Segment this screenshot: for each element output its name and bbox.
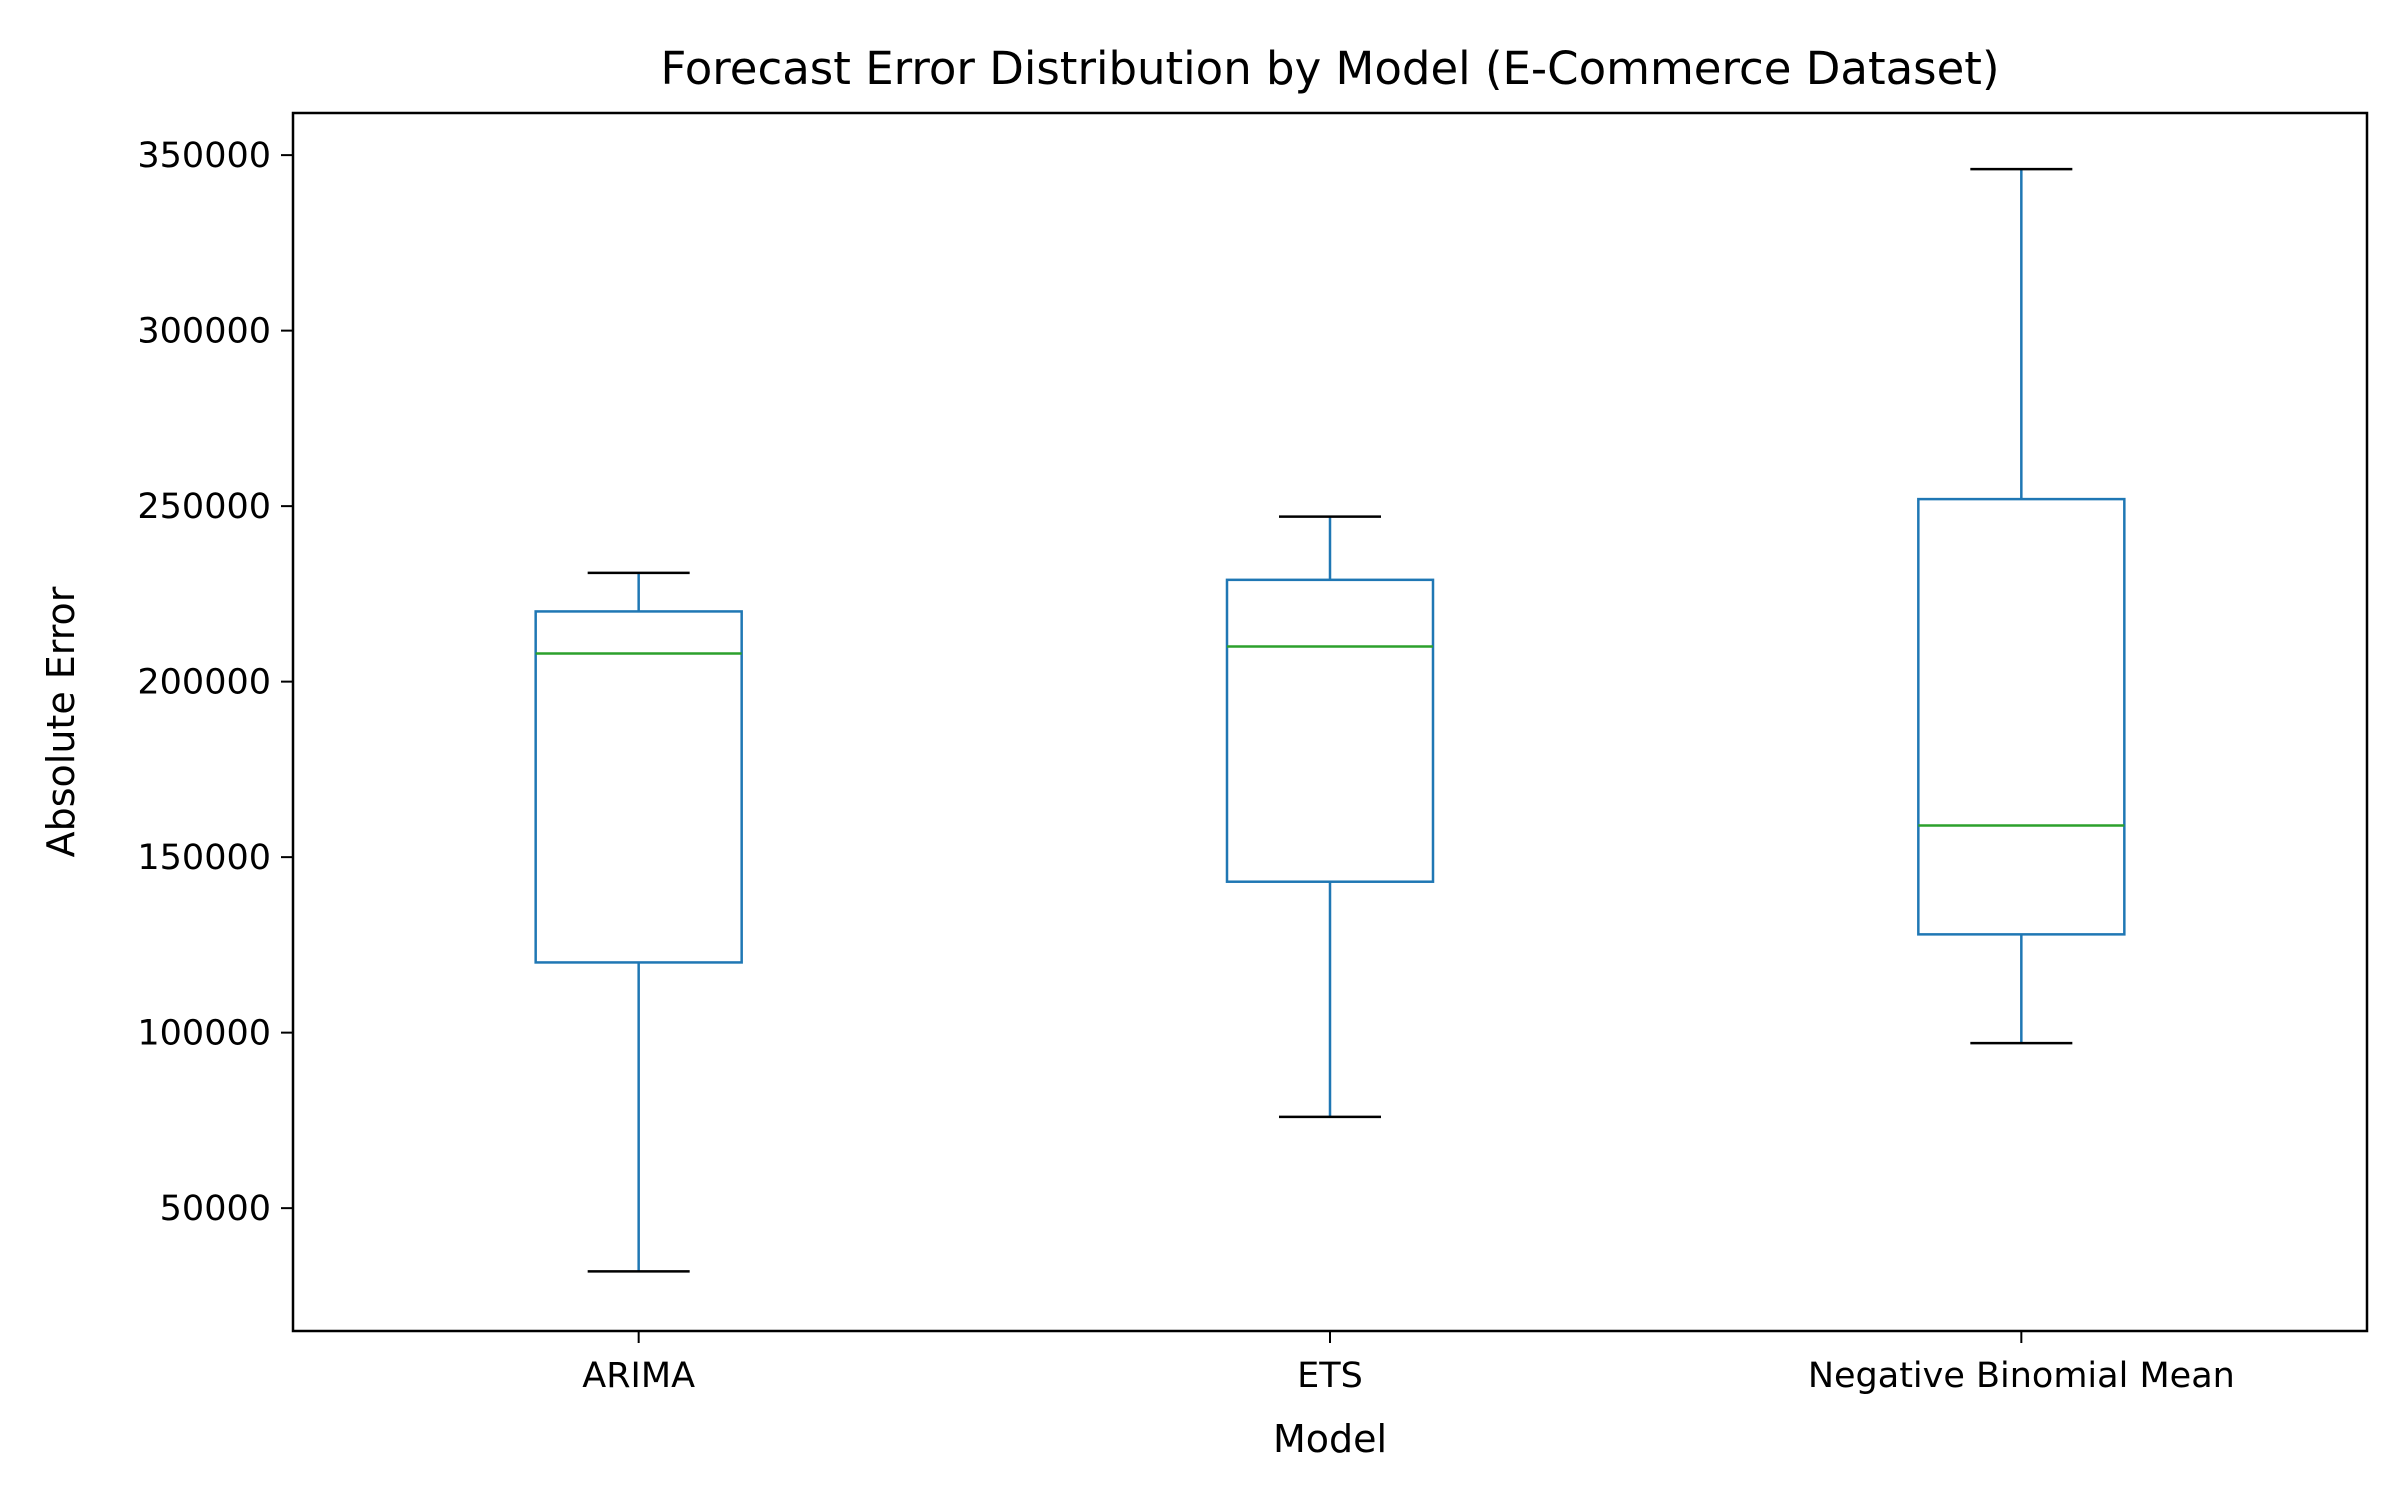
box-negative-binomial-mean (1917, 497, 2126, 936)
y-tick-label: 350000 (137, 136, 271, 176)
y-tick-label: 150000 (137, 838, 271, 878)
y-tick-label: 50000 (160, 1189, 271, 1229)
y-tick-label: 300000 (137, 312, 271, 352)
y-tick-label: 250000 (137, 487, 271, 527)
x-tick-label-negative-binomial-mean: Negative Binomial Mean (1808, 1356, 2235, 1396)
y-tick-label: 100000 (137, 1014, 271, 1054)
box-arima (534, 610, 743, 964)
y-tick-label: 200000 (137, 663, 271, 703)
plot-area: ARIMA ETS Negative Binomial Mean 50000 10000… (137, 111, 2369, 1396)
box-ets (1225, 578, 1435, 883)
plot-frame (291, 111, 2369, 1333)
y-axis-title: Absolute Error (39, 586, 83, 857)
chart-title: Forecast Error Distribution by Model (E-… (660, 42, 1999, 95)
x-axis-title: Model (1273, 1417, 1387, 1461)
x-tick-label-arima: ARIMA (582, 1356, 695, 1396)
x-tick-label-ets: ETS (1297, 1356, 1363, 1396)
